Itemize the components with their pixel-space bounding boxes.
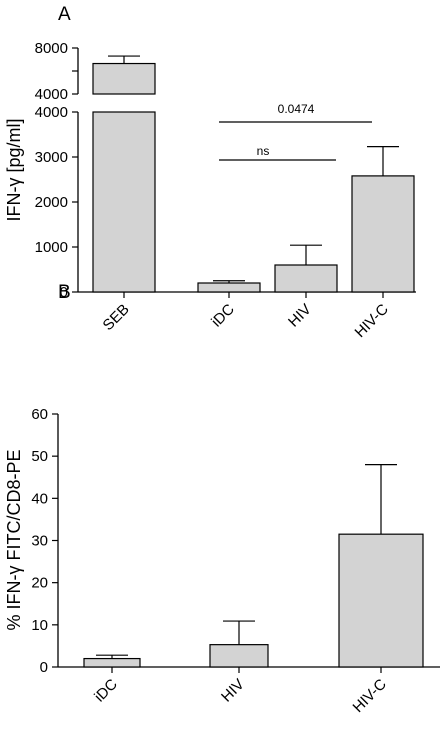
bar xyxy=(83,657,141,668)
axis-break-gap xyxy=(72,98,162,108)
x-tick-label: HIV xyxy=(218,676,248,706)
bar xyxy=(274,264,338,293)
bar xyxy=(209,644,269,668)
panel-b-chart: 0 10 20 30 40 50 60 iDC HIV HIV-C % IFN-γ FITC/CD8… xyxy=(4,406,440,716)
panel-a-label: A xyxy=(58,4,71,25)
panel-b-label: B xyxy=(58,282,71,303)
y-tick-label: 1000 xyxy=(35,239,68,256)
significance-label: 0.0474 xyxy=(278,102,315,116)
x-tick-label: iDC xyxy=(208,301,238,331)
bar xyxy=(92,111,156,293)
y-tick-label: 0 xyxy=(60,284,68,301)
y-axis-title: % IFN-γ FITC/CD8-PE xyxy=(4,449,24,630)
y-tick-label: 8000 xyxy=(35,40,68,57)
y-tick-label: 50 xyxy=(31,448,48,465)
y-tick-label: 3000 xyxy=(35,149,68,166)
y-tick-label: 4000 xyxy=(35,104,68,121)
x-tick-label: SEB xyxy=(100,301,133,334)
y-tick-label: 0 xyxy=(40,659,48,676)
x-tick-label: HIV xyxy=(285,301,315,331)
x-tick-label: iDC xyxy=(91,676,121,706)
bar xyxy=(351,175,415,293)
y-axis-title: IFN-γ [pg/ml] xyxy=(4,118,24,221)
y-tick-label: 20 xyxy=(31,575,48,592)
x-tick-label: HIV-C xyxy=(352,301,392,341)
x-tick-label: HIV-C xyxy=(350,676,390,716)
y-tick-label: 2000 xyxy=(35,194,68,211)
y-tick-label: 40 xyxy=(31,490,48,507)
y-tick-label: 4000 xyxy=(35,86,68,103)
y-tick-label: 10 xyxy=(31,617,48,634)
significance-label: ns xyxy=(257,144,270,158)
bar xyxy=(338,533,424,668)
y-tick-label: 60 xyxy=(31,406,48,423)
bar xyxy=(92,62,156,95)
bar xyxy=(197,282,261,293)
y-tick-label: 30 xyxy=(31,533,48,550)
